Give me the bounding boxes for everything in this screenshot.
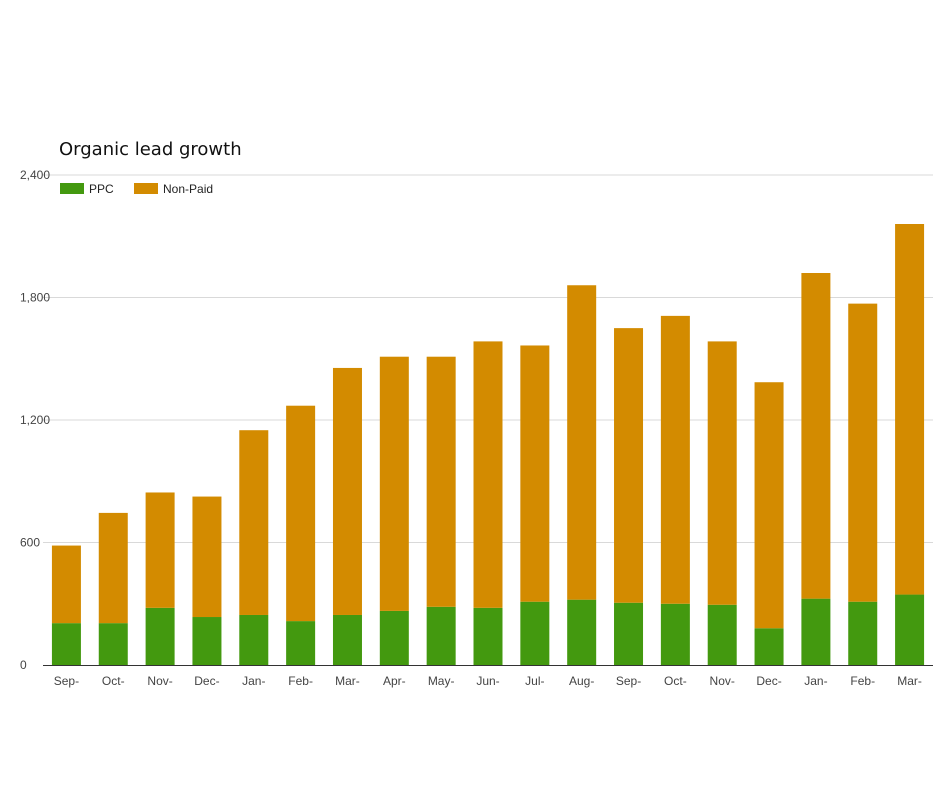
x-tick-label: Dec- (756, 674, 781, 688)
bar-non-paid (98, 512, 128, 624)
bar-ppc (473, 607, 503, 665)
bar-group (51, 224, 925, 665)
x-tick-label: Mar- (897, 674, 922, 688)
x-axis: Sep- Oct- Nov- Dec- Jan- Feb- Mar- Apr- May- Jun-… (43, 665, 933, 688)
bar-non-paid (286, 405, 316, 622)
bar-non-paid (145, 492, 175, 608)
x-tick-label: Oct- (102, 674, 125, 688)
bar-non-paid (192, 496, 222, 618)
x-tick-label: Feb- (288, 674, 313, 688)
bar-ppc (332, 614, 362, 665)
bar-non-paid (426, 356, 456, 607)
bar-ppc (848, 601, 878, 665)
legend-swatch (60, 183, 84, 194)
bar-non-paid (895, 224, 925, 595)
bar-non-paid (801, 273, 831, 599)
bar-non-paid (520, 345, 550, 602)
x-tick-label: Jul- (525, 674, 544, 688)
bar-ppc (98, 623, 128, 665)
y-tick-label: 600 (20, 536, 40, 550)
x-tick-label: Apr- (383, 674, 406, 688)
bar-ppc (707, 604, 737, 665)
x-tick-label: Feb- (850, 674, 875, 688)
legend-label: Non-Paid (163, 182, 213, 196)
y-tick-label: 1,200 (20, 413, 50, 427)
bar-non-paid (567, 285, 597, 600)
x-tick-label: Nov- (147, 674, 172, 688)
bar-non-paid (239, 430, 269, 615)
bar-ppc (192, 617, 222, 665)
bar-non-paid (707, 341, 737, 605)
x-tick-label: Nov- (710, 674, 735, 688)
bar-non-paid (754, 382, 784, 629)
bar-non-paid (379, 356, 409, 611)
x-tick-label: Jun- (476, 674, 499, 688)
bar-ppc (51, 623, 81, 665)
bar-ppc (520, 601, 550, 665)
y-axis: 0 600 1,200 1,800 2,400 (20, 168, 50, 672)
bar-ppc (895, 594, 925, 665)
y-tick-label: 1,800 (20, 291, 50, 305)
x-tick-label: May- (428, 674, 455, 688)
bar-ppc (239, 614, 269, 665)
bar-non-paid (660, 315, 690, 604)
bar-ppc (379, 610, 409, 665)
x-tick-label: Jan- (242, 674, 265, 688)
bar-non-paid (51, 545, 81, 624)
x-tick-label: Sep- (54, 674, 79, 688)
bar-ppc (567, 599, 597, 665)
x-tick-label: Oct- (664, 674, 687, 688)
legend: PPC Non-Paid (60, 182, 213, 196)
bar-non-paid (614, 328, 644, 603)
x-tick-label: Sep- (616, 674, 641, 688)
bar-ppc (754, 628, 784, 665)
y-tick-label: 2,400 (20, 168, 50, 182)
bar-ppc (660, 603, 690, 665)
x-tick-label: Mar- (335, 674, 360, 688)
x-tick-label: Jan- (804, 674, 827, 688)
bar-non-paid (848, 303, 878, 602)
bar-ppc (614, 602, 644, 665)
y-tick-label: 0 (20, 658, 27, 672)
legend-label: PPC (89, 182, 114, 196)
bar-ppc (426, 606, 456, 665)
bar-ppc (286, 621, 316, 665)
bar-non-paid (473, 341, 503, 608)
bar-ppc (801, 598, 831, 665)
legend-swatch (134, 183, 158, 194)
bar-ppc (145, 607, 175, 665)
chart-title: Organic lead growth (59, 139, 242, 160)
bar-non-paid (332, 367, 362, 615)
x-tick-label: Dec- (194, 674, 219, 688)
x-tick-label: Aug- (569, 674, 594, 688)
